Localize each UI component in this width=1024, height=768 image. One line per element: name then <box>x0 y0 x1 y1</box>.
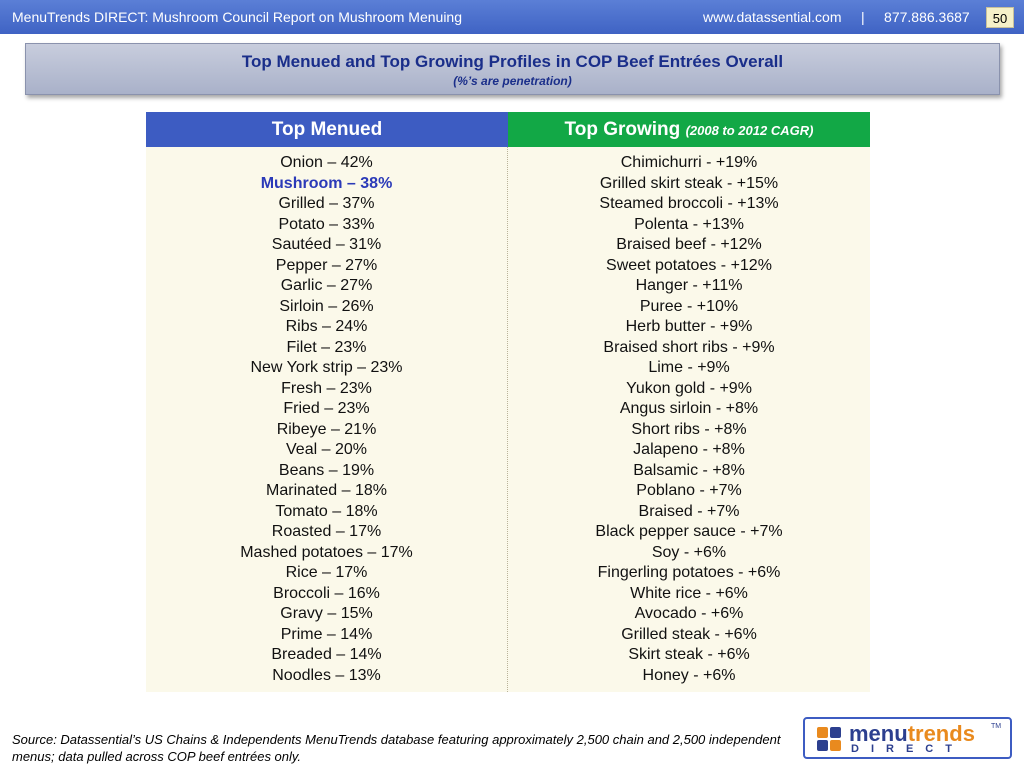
top-menued-item: Noodles – 13% <box>272 666 381 684</box>
profiles-table: Top Menued Onion – 42% Mushroom – 38% Gril… <box>146 112 870 692</box>
page-number: 50 <box>986 7 1014 28</box>
top-menued-item: Garlic – 27% <box>280 277 373 294</box>
top-growing-item: Black pepper sauce - +7% <box>595 523 783 540</box>
top-menued-item: Filet – 23% <box>286 338 367 356</box>
top-menued-item: New York strip – 23% <box>250 359 403 376</box>
top-menued-item: Grilled – 37% <box>278 195 375 212</box>
top-growing-item: Poblano - +7% <box>636 482 742 499</box>
slide-title-box: Top Menued and Top Growing Profiles in C… <box>25 43 1000 95</box>
top-growing-column: Top Growing (2008 to 2012 CAGR) Chimichu… <box>508 112 870 692</box>
top-menued-item: Potato – 33% <box>278 215 375 233</box>
report-title: MenuTrends DIRECT: Mushroom Council Repo… <box>12 9 462 25</box>
top-growing-list: Chimichurri - +19% Grilled skirt steak - … <box>508 147 870 692</box>
top-growing-item: Jalapeno - +8% <box>633 441 745 458</box>
top-menued-item: Mashed potatoes – 17% <box>240 543 413 561</box>
top-menued-item: Ribs – 24% <box>285 318 368 335</box>
top-growing-item: Grilled steak - +6% <box>621 625 757 643</box>
slide-title: Top Menued and Top Growing Profiles in C… <box>241 52 784 71</box>
source-note: Source: Datassential’s US Chains & Indep… <box>12 732 781 764</box>
top-growing-header: Top Growing (2008 to 2012 CAGR) <box>508 112 870 147</box>
logo-wordmark: menutrends <box>849 721 975 747</box>
puzzle-icon <box>817 727 841 751</box>
top-growing-header-label: Top Growing <box>564 119 681 140</box>
top-growing-item: Angus sirloin - +8% <box>619 400 759 417</box>
top-growing-item: Fingerling potatoes - +6% <box>597 564 781 581</box>
top-menued-item: Marinated – 18% <box>266 482 387 499</box>
top-growing-item: Braised beef - +12% <box>616 236 762 253</box>
logo-word-menu: menu <box>849 721 908 746</box>
top-menued-item: Onion – 42% <box>280 154 373 171</box>
top-growing-item: Braised short ribs - +9% <box>603 338 775 356</box>
top-menued-item: Broccoli – 16% <box>273 584 380 602</box>
top-menued-column: Top Menued Onion – 42% Mushroom – 38% Gril… <box>146 112 508 692</box>
top-growing-item: Hanger - +11% <box>635 277 743 294</box>
top-growing-item: Yukon gold - +9% <box>626 379 752 397</box>
top-menued-list: Onion – 42% Mushroom – 38% Grilled – 37% Po… <box>146 147 508 692</box>
top-menued-item: Rice – 17% <box>285 564 368 581</box>
top-growing-item: Lime - +9% <box>648 359 730 376</box>
top-menued-item: Sirloin – 26% <box>279 297 374 315</box>
top-growing-item: Herb butter - +9% <box>625 318 753 335</box>
top-menued-item: Prime – 14% <box>280 625 373 643</box>
top-menued-item: Tomato – 18% <box>275 502 378 520</box>
top-growing-item: Soy - +6% <box>651 543 727 561</box>
top-growing-item: Steamed broccoli - +13% <box>599 195 779 212</box>
top-menued-item: Ribeye – 21% <box>276 420 377 438</box>
top-menued-item: Fresh – 23% <box>281 379 372 397</box>
top-menued-header: Top Menued <box>146 112 508 147</box>
top-growing-item: Skirt steak - +6% <box>628 646 750 663</box>
top-growing-item: Balsamic - +8% <box>633 461 745 479</box>
top-growing-item: Grilled skirt steak - +15% <box>599 174 779 192</box>
top-growing-item: Puree - +10% <box>639 297 739 315</box>
top-growing-item: Sweet potatoes - +12% <box>606 256 772 274</box>
top-growing-item: Chimichurri - +19% <box>620 154 758 171</box>
top-menued-item: Roasted – 17% <box>271 523 382 540</box>
contact-info: www.datassential.com | 877.886.3687 <box>703 9 970 25</box>
logo-trademark: TM <box>991 723 1002 730</box>
logo-direct: DIRECT <box>851 743 964 755</box>
top-growing-item: Avocado - +6% <box>634 605 744 622</box>
menutrends-logo: menutrends DIRECT TM <box>803 717 1012 759</box>
top-growing-item: Short ribs - +8% <box>631 420 747 438</box>
top-menued-item: Beans – 19% <box>278 461 375 479</box>
top-menued-item: Sautéed – 31% <box>271 236 382 253</box>
top-growing-item: Braised - +7% <box>638 502 740 520</box>
top-growing-header-sub: (2008 to 2012 CAGR) <box>685 123 814 138</box>
top-menued-item: Pepper – 27% <box>275 256 378 274</box>
slide-subtitle: (%’s are penetration) <box>453 74 572 88</box>
top-growing-item: White rice - +6% <box>630 584 748 602</box>
top-menued-item: Fried – 23% <box>283 400 370 417</box>
top-menued-item: Gravy – 15% <box>280 605 373 622</box>
top-menued-item: Breaded – 14% <box>271 646 382 663</box>
top-banner: MenuTrends DIRECT: Mushroom Council Repo… <box>0 0 1024 34</box>
top-growing-item: Honey - +6% <box>642 666 736 684</box>
logo-word-trends: trends <box>907 721 975 746</box>
top-growing-item: Polenta - +13% <box>634 215 744 233</box>
top-menued-item: Veal – 20% <box>286 441 367 458</box>
top-menued-header-label: Top Menued <box>271 119 383 140</box>
top-menued-item: Mushroom – 38% <box>260 174 393 192</box>
